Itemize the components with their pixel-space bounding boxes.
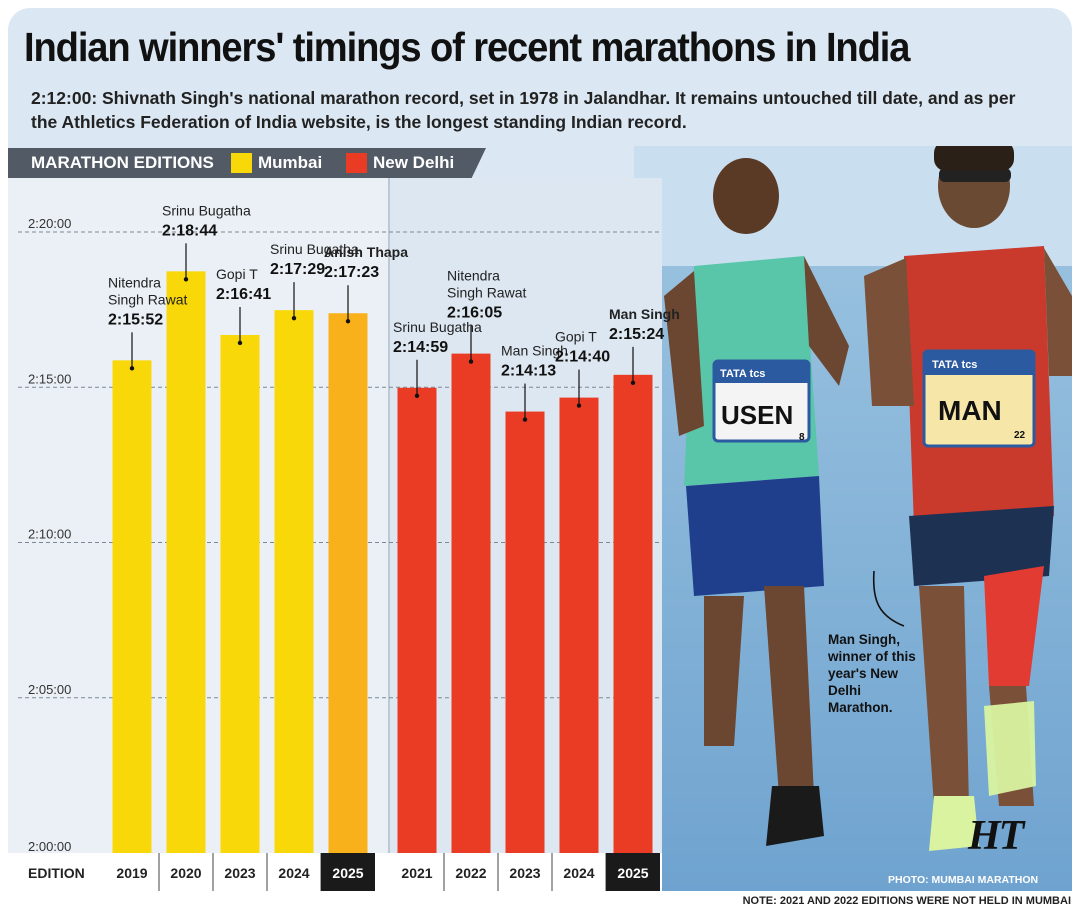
bar-mumbai-2019 [112,360,152,853]
bar-pointer-dot [468,359,474,364]
bar-value-label: 2:14:59 [393,339,448,356]
panel-divider [388,178,390,891]
bar-value-label: 2:16:41 [216,286,271,303]
runner-right: TATA tcs MAN 22 [864,146,1072,851]
bar-pointer-dot [129,366,135,371]
bar-delhi-2023 [505,411,545,853]
edition-label: 2023 [224,865,255,881]
bib-right-number: 22 [1014,430,1026,441]
bar-value-label: 2:17:23 [324,264,379,281]
bar-value-label: 2:18:44 [162,222,217,239]
edition-label: 2022 [455,865,486,881]
bar-pointer-dot [183,277,189,282]
bar-delhi-2024 [559,397,599,853]
edition-label: 2024 [278,865,309,881]
edition-label: 2020 [170,865,201,881]
bar-winner-label: Singh Rawat [447,285,526,301]
bar-winner-label: Gopi T [216,266,258,282]
edition-label: 2023 [509,865,540,881]
bib-right-name: MAN [938,395,1002,426]
edition-label: 2019 [116,865,147,881]
bar-winner-label: Nitendra [447,268,500,284]
bar-winner-label: Singh Rawat [108,291,187,307]
bar-winner-label: Gopi T [555,329,597,345]
bar-pointer-dot [630,380,636,386]
edition-cell-highlight [606,853,660,891]
runners-photo: TATA tcs USEN 8 TATA tcs MAN 22 [634,146,1072,891]
photo-credit: PHOTO: MUMBAI MARATHON [888,874,1039,886]
bar-mumbai-2024 [274,310,314,854]
edition-label: 2025 [332,865,363,881]
photo-caption: Man Singh, winner of this year's New Del… [828,632,916,715]
bar-winner-label: Nitendra [108,274,161,290]
bar-winner-label: Srinu Bugatha [270,241,359,257]
bar-delhi-2025 [613,374,653,853]
bar-winner-label: Srinu Bugatha [393,319,482,335]
bar-value-label: 2:14:40 [555,349,610,366]
bib-right-sponsor: TATA tcs [932,359,977,371]
bar-delhi-2021 [397,387,437,853]
bar-value-label: 2:15:24 [609,326,664,343]
legend-label-delhi: New Delhi [373,153,455,172]
edition-label: 2025 [617,865,648,881]
bar-pointer-dot [576,403,582,408]
chart-subtitle: 2:12:00: Shivnath Singh's national marat… [31,88,1016,132]
bar-pointer-dot [237,340,243,346]
bar-value-label: 2:16:05 [447,305,502,322]
footnote: NOTE: 2021 AND 2022 EDITIONS WERE NOT HE… [742,895,1071,907]
bar-winner-label: Anish Thapa [324,244,408,260]
edition-cell-highlight [321,853,375,891]
legend-heading: MARATHON EDITIONS [31,153,214,172]
legend-label-mumbai: Mumbai [258,153,323,172]
legend-swatch-mumbai [231,153,252,173]
edition-label: 2024 [563,865,594,881]
x-axis-label: EDITION [28,865,85,881]
bib-left-number: 8 [799,432,805,443]
bar-value-label: 2:17:29 [270,261,325,278]
bar-value-label: 2:14:13 [501,363,556,380]
bar-pointer-dot [414,393,420,398]
y-tick-label: 2:15:00 [28,371,71,386]
runner-left: TATA tcs USEN 8 [664,158,849,846]
chart-title: Indian winners' timings of recent marath… [24,24,910,70]
bar-value-label: 2:15:52 [108,311,163,328]
bar-winner-label: Man Singh [609,306,680,322]
bar-pointer-dot [345,319,351,324]
bar-mumbai-2020 [166,271,206,854]
y-tick-label: 2:05:00 [28,682,71,697]
bar-pointer-dot [522,417,528,422]
ht-logo: HT [968,813,1024,859]
bar-pointer-dot [291,315,297,321]
bib-left-name: USEN [721,400,793,430]
bar-delhi-2022 [451,353,491,853]
bib-left-sponsor: TATA tcs [720,368,765,380]
y-tick-label: 2:10:00 [28,527,71,542]
bar-mumbai-2023 [220,334,260,853]
y-tick-label: 2:00:00 [28,839,71,854]
bar-winner-label: Srinu Bugatha [162,202,251,218]
bar-winner-label: Man Singh [501,343,568,359]
bar-mumbai-2025 [328,313,368,853]
edition-label: 2021 [401,865,432,881]
legend-swatch-delhi [346,153,367,173]
y-tick-label: 2:20:00 [28,216,71,231]
